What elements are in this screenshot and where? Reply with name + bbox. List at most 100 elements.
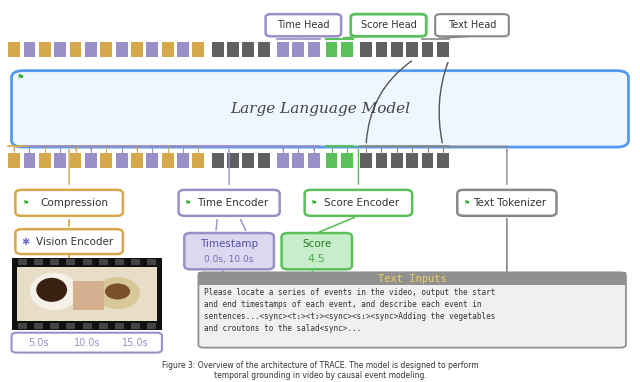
Bar [116,153,127,168]
Text: Figure 3: Overview of the architecture of TRACE. The model is designed to perfor: Figure 3: Overview of the architecture o… [162,361,478,380]
Ellipse shape [95,277,140,309]
Text: Score Head: Score Head [360,20,417,30]
Bar [227,153,239,168]
Bar [308,153,319,168]
FancyBboxPatch shape [305,190,412,216]
Bar [406,42,418,57]
Bar [162,42,173,57]
Text: Timestamp: Timestamp [200,239,258,249]
Bar [341,42,353,57]
Bar [212,153,223,168]
Bar [198,272,626,285]
FancyBboxPatch shape [184,233,274,269]
Bar [70,42,81,57]
Bar [85,153,97,168]
Bar [227,42,239,57]
Bar [67,323,76,329]
Ellipse shape [105,283,130,299]
Text: Score: Score [302,239,332,249]
Bar [83,259,92,265]
Bar [39,42,51,57]
Bar [360,42,372,57]
Bar [193,153,204,168]
Bar [12,258,162,330]
Ellipse shape [30,273,79,310]
Bar [70,153,81,168]
Bar [391,42,403,57]
Bar [212,42,223,57]
Text: Compression: Compression [40,198,108,208]
Text: ⚑: ⚑ [17,73,24,82]
Bar [258,42,269,57]
Bar [73,281,104,310]
Bar [177,153,189,168]
Bar [34,323,43,329]
Bar [67,259,76,265]
Text: ⚑: ⚑ [463,200,470,206]
Bar [177,42,189,57]
Bar [115,259,124,265]
Bar [131,42,143,57]
Bar [131,153,143,168]
Bar [17,267,157,321]
Bar [243,153,254,168]
Bar [18,259,27,265]
Text: ⚑: ⚑ [23,200,29,206]
Text: Time Encoder: Time Encoder [196,198,268,208]
FancyBboxPatch shape [351,14,426,36]
Bar [34,259,43,265]
Text: Time Head: Time Head [277,20,330,30]
FancyBboxPatch shape [198,272,626,348]
FancyBboxPatch shape [458,190,557,216]
Bar [391,153,403,168]
Text: ✱: ✱ [22,236,30,247]
Text: Please locate a series of events in the video, output the start
and end timestam: Please locate a series of events in the … [204,288,495,333]
Ellipse shape [36,278,67,302]
Bar [308,42,319,57]
Bar [24,153,35,168]
Text: Large Language Model: Large Language Model [230,102,410,116]
Bar [54,42,66,57]
Bar [406,153,418,168]
Bar [193,42,204,57]
Bar [8,42,20,57]
Bar [131,323,140,329]
Bar [51,259,60,265]
Text: Text Head: Text Head [448,20,496,30]
Bar [8,153,20,168]
Bar [85,42,97,57]
FancyBboxPatch shape [282,233,352,269]
Text: 15.0s: 15.0s [122,338,148,348]
Bar [18,323,27,329]
Text: 10.0s: 10.0s [74,338,100,348]
Bar [116,42,127,57]
Bar [147,42,158,57]
Bar [422,42,433,57]
Bar [376,153,387,168]
Bar [131,259,140,265]
Bar [360,153,372,168]
Bar [243,42,254,57]
Bar [376,42,387,57]
Bar [147,153,158,168]
Bar [437,153,449,168]
Bar [99,323,108,329]
Text: 4.5: 4.5 [308,254,326,264]
FancyBboxPatch shape [179,190,280,216]
Bar [277,42,289,57]
Text: Text Tokenizer: Text Tokenizer [473,198,546,208]
Bar [258,153,269,168]
Text: 5.0s: 5.0s [28,338,49,348]
Text: Score Encoder: Score Encoder [324,198,399,208]
Text: ⚑: ⚑ [311,200,317,206]
Bar [54,153,66,168]
FancyBboxPatch shape [435,14,509,36]
Bar [51,323,60,329]
Bar [292,153,304,168]
Bar [83,323,92,329]
FancyBboxPatch shape [266,14,341,36]
Bar [24,42,35,57]
Bar [277,153,289,168]
Text: ⚑: ⚑ [185,200,191,206]
Bar [147,323,156,329]
